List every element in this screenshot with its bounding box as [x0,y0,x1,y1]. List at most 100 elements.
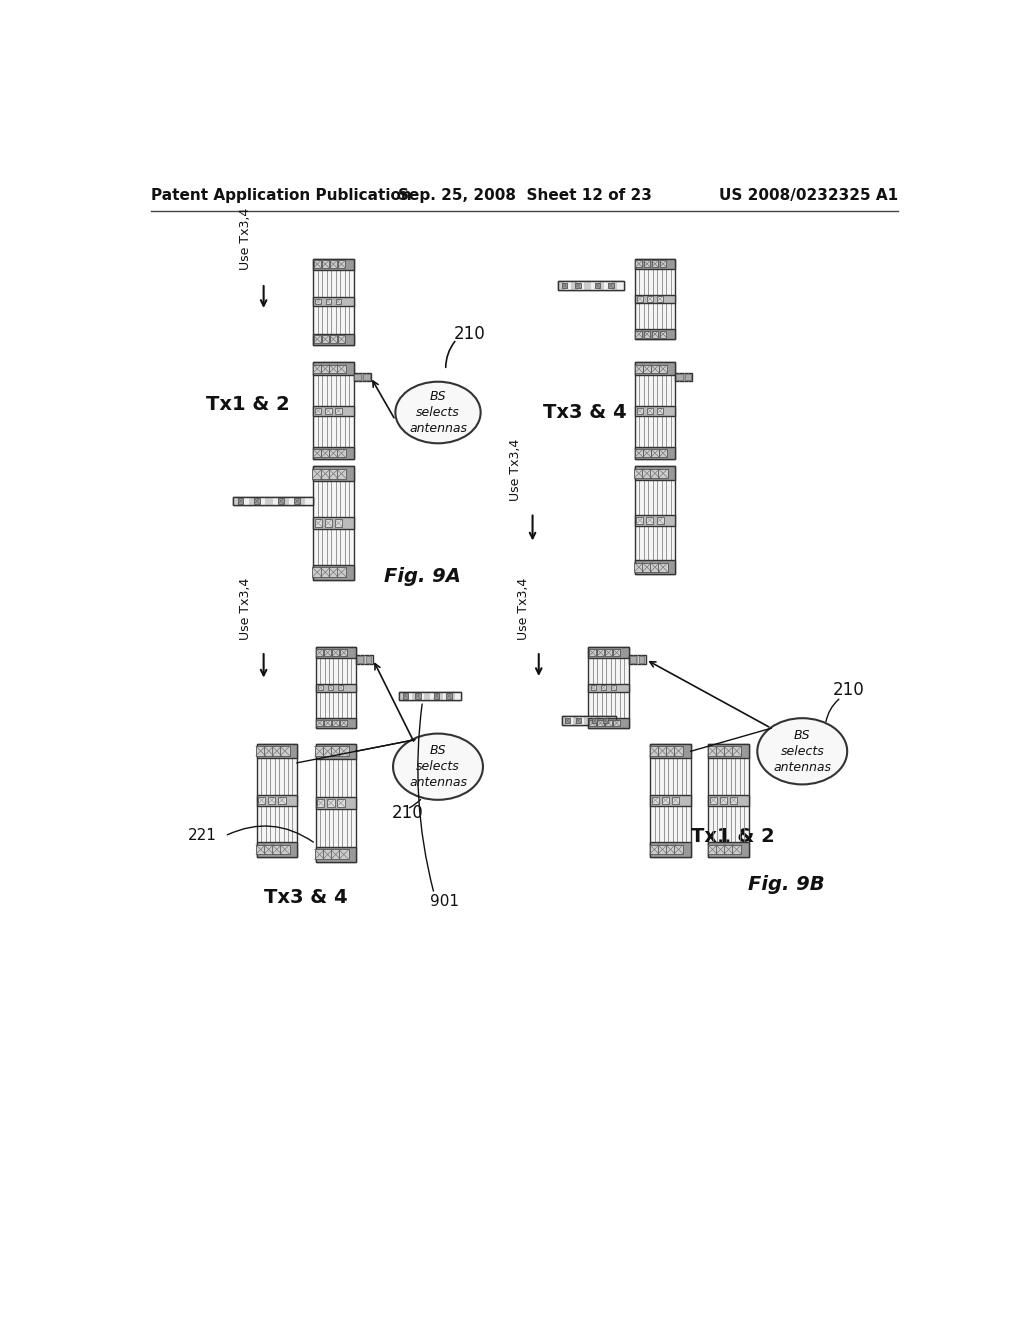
Bar [315,743,356,759]
Bar [732,845,741,854]
Text: US 2008/0232325 A1: US 2008/0232325 A1 [719,187,898,203]
Bar [424,692,430,700]
Bar [716,746,725,756]
Bar [313,364,322,372]
Bar [257,795,297,805]
Bar [249,496,257,506]
Bar [294,498,300,504]
Bar [634,469,643,478]
Bar [323,746,333,756]
Bar [675,372,692,381]
Bar [312,568,323,577]
Bar [658,469,668,478]
Bar [330,335,337,343]
Bar [651,449,659,457]
Bar [571,281,578,289]
Bar [354,374,361,380]
Bar [332,649,339,656]
Bar [562,717,616,725]
Bar [330,260,337,268]
Bar [256,845,265,854]
Bar [657,746,668,756]
Bar [335,519,342,527]
Text: Tx1 & 2: Tx1 & 2 [690,826,774,846]
Bar [637,296,642,301]
Bar [709,795,749,805]
Bar [326,408,332,414]
Bar [597,719,604,726]
Bar [313,447,353,459]
Bar [313,407,353,416]
Ellipse shape [395,381,480,444]
Bar [337,364,345,372]
Bar [635,560,675,574]
Bar [279,498,284,504]
Bar [650,469,659,478]
Text: 210: 210 [454,325,485,343]
Bar [579,717,584,725]
Bar [651,364,659,372]
Bar [589,719,596,726]
Bar [399,692,461,700]
Text: BS
selects
antennas: BS selects antennas [409,389,467,436]
Bar [316,799,325,807]
Bar [339,850,349,859]
Bar [611,281,617,289]
Ellipse shape [758,718,847,784]
Bar [709,743,749,758]
Bar [600,717,605,725]
Bar [608,282,613,288]
Bar [724,845,733,854]
Bar [636,331,642,338]
Bar [642,469,651,478]
Bar [657,845,668,854]
Bar [724,746,733,756]
Bar [635,329,675,339]
Bar [585,281,591,289]
Bar [578,281,585,289]
Bar [676,374,683,380]
Bar [313,259,353,269]
Bar [643,364,651,372]
Bar [313,335,321,343]
Bar [597,649,604,656]
Bar [636,517,643,524]
Bar [366,656,372,663]
Bar [313,517,353,528]
Bar [617,281,624,289]
Bar [315,718,356,729]
Bar [305,496,313,506]
Text: Use Tx3,4: Use Tx3,4 [509,438,522,502]
Bar [643,449,651,457]
Bar [315,797,356,809]
Bar [635,364,643,372]
Bar [635,466,675,480]
Bar [273,496,281,506]
Text: Use Tx3,4: Use Tx3,4 [240,207,252,271]
Text: Fig. 9B: Fig. 9B [749,875,825,894]
Bar [313,565,353,579]
Bar [637,408,643,414]
Bar [418,692,424,700]
Bar [716,845,725,854]
Bar [280,746,290,756]
Bar [634,562,643,572]
Bar [589,647,629,729]
Bar [264,746,273,756]
Bar [649,746,659,756]
Bar [575,718,581,723]
Bar [322,364,330,372]
Bar [265,496,273,506]
Bar [402,693,409,698]
Bar [649,845,659,854]
Bar [709,842,749,857]
Bar [651,331,658,338]
Bar [635,294,675,304]
Bar [650,842,690,857]
Bar [272,746,282,756]
Bar [584,717,589,725]
Bar [564,281,571,289]
Bar [329,568,338,577]
Bar [337,469,346,479]
Bar [322,449,330,457]
